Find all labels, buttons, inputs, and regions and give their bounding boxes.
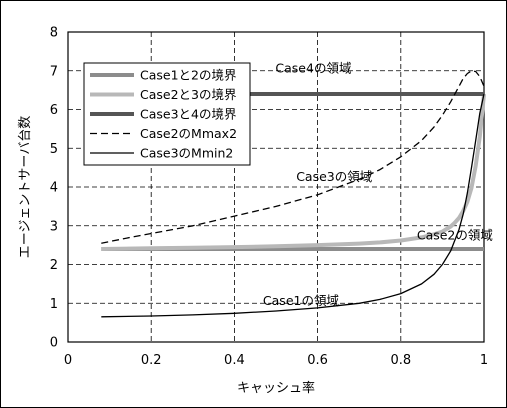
legend-label: Case3と4の境界: [140, 107, 237, 122]
x-tick-label: 0.6: [307, 353, 328, 368]
region-annotation: Case3の領域: [296, 169, 372, 184]
x-tick-label: 0.8: [390, 353, 411, 368]
y-tick-label: 7: [50, 64, 58, 79]
y-tick-label: 0: [50, 336, 58, 351]
region-annotation: Case1の領域: [263, 293, 339, 308]
x-tick-label: 0: [64, 353, 72, 368]
y-tick-label: 2: [50, 258, 58, 273]
x-tick-label: 1: [480, 353, 488, 368]
x-tick-label: 0.2: [141, 353, 162, 368]
series-line-4: [101, 70, 485, 244]
series-line-5: [101, 93, 485, 318]
y-tick-label: 3: [50, 219, 58, 234]
legend-label: Case2のMmax2: [140, 126, 237, 141]
legend-label: Case1と2の境界: [140, 68, 237, 83]
y-tick-label: 5: [50, 142, 58, 157]
region-annotation: Case4の領域: [275, 61, 351, 76]
y-tick-label: 1: [50, 297, 58, 312]
y-tick-label: 4: [50, 181, 58, 196]
legend-label: Case2と3の境界: [140, 87, 237, 102]
grid-layer: [68, 32, 484, 342]
region-annotation: Case2の領域: [417, 227, 493, 242]
y-tick-label: 8: [50, 26, 58, 41]
x-tick-label: 0.4: [224, 353, 245, 368]
legend: Case1と2の境界 Case2と3の境界 Case3と4の境界 Case2のMmax…: [83, 62, 251, 166]
annotation-layer: Case4の領域 Case3の領域 Case2の領域 Case1の領域: [263, 61, 493, 309]
y-axis-title: エージェントサーバ台数: [18, 116, 33, 259]
tick-layer: 0 0.2 0.4 0.6 0.8 1 0 1 2 3 4 5 6 7 8: [50, 26, 488, 369]
series-line-2: [101, 93, 486, 251]
legend-label: Case3のMmin2: [140, 146, 233, 161]
y-tick-label: 6: [50, 103, 58, 118]
x-axis-title: キャッシュ率: [237, 380, 315, 396]
